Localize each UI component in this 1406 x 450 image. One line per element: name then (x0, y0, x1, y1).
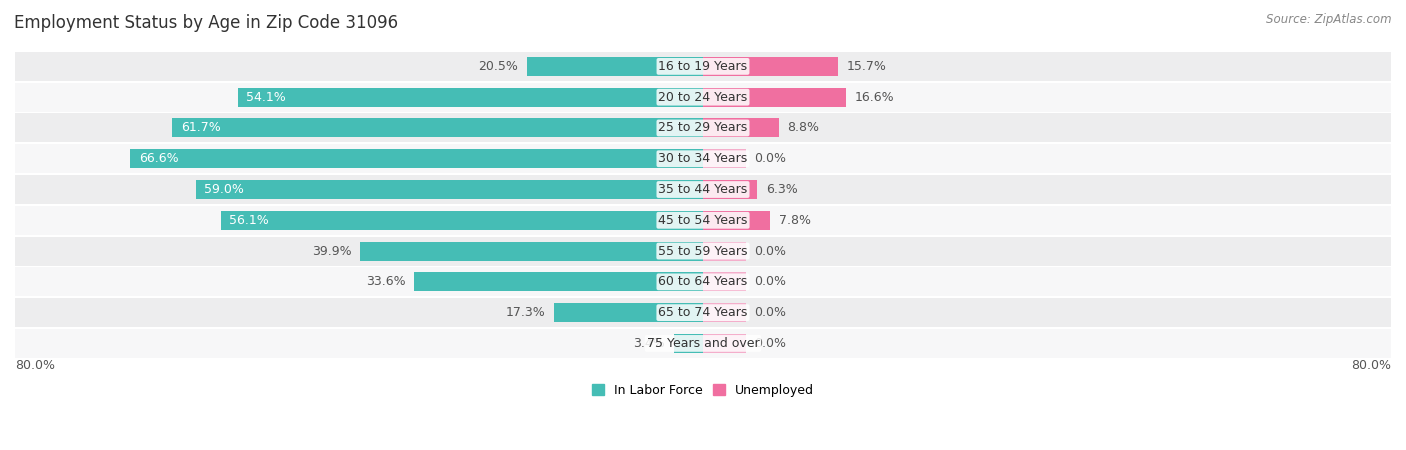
Text: 75 Years and over: 75 Years and over (647, 337, 759, 350)
Text: 25 to 29 Years: 25 to 29 Years (658, 122, 748, 135)
Text: 6.3%: 6.3% (766, 183, 797, 196)
Text: 61.7%: 61.7% (181, 122, 221, 135)
Text: 8.8%: 8.8% (787, 122, 820, 135)
Text: 65 to 74 Years: 65 to 74 Years (658, 306, 748, 319)
Bar (15, 144, 1391, 173)
Text: 0.0%: 0.0% (755, 275, 786, 288)
Text: 33.6%: 33.6% (366, 275, 405, 288)
Text: 35 to 44 Years: 35 to 44 Years (658, 183, 748, 196)
Bar (15, 52, 1391, 81)
Text: 55 to 59 Years: 55 to 59 Years (658, 245, 748, 257)
Text: 20.5%: 20.5% (478, 60, 517, 73)
Bar (703, 334, 747, 353)
Text: 54.1%: 54.1% (246, 90, 285, 104)
Bar (703, 149, 747, 168)
Bar (703, 242, 747, 261)
Text: 20 to 24 Years: 20 to 24 Years (658, 90, 748, 104)
Text: 80.0%: 80.0% (15, 359, 55, 372)
Text: 66.6%: 66.6% (139, 152, 179, 165)
Text: 0.0%: 0.0% (755, 306, 786, 319)
Bar (554, 303, 703, 322)
Text: 39.9%: 39.9% (312, 245, 352, 257)
Bar (238, 88, 703, 107)
Text: 60 to 64 Years: 60 to 64 Years (658, 275, 748, 288)
Text: 7.8%: 7.8% (779, 214, 811, 227)
Bar (15, 113, 1391, 142)
Text: 0.0%: 0.0% (755, 337, 786, 350)
Bar (703, 88, 846, 107)
Bar (15, 298, 1391, 327)
Bar (673, 334, 703, 353)
Text: 3.4%: 3.4% (634, 337, 665, 350)
Text: 80.0%: 80.0% (1351, 359, 1391, 372)
Text: 30 to 34 Years: 30 to 34 Years (658, 152, 748, 165)
Text: 16 to 19 Years: 16 to 19 Years (658, 60, 748, 73)
Bar (195, 180, 703, 199)
Bar (15, 83, 1391, 112)
Legend: In Labor Force, Unemployed: In Labor Force, Unemployed (586, 379, 820, 402)
Text: 56.1%: 56.1% (229, 214, 269, 227)
Bar (131, 149, 703, 168)
Text: 59.0%: 59.0% (204, 183, 245, 196)
Bar (173, 118, 703, 138)
Text: 0.0%: 0.0% (755, 245, 786, 257)
Bar (527, 57, 703, 76)
Bar (703, 211, 770, 230)
Bar (15, 175, 1391, 204)
Bar (15, 267, 1391, 296)
Bar (703, 272, 747, 292)
Bar (413, 272, 703, 292)
Bar (15, 329, 1391, 358)
Text: 15.7%: 15.7% (846, 60, 887, 73)
Text: Employment Status by Age in Zip Code 31096: Employment Status by Age in Zip Code 310… (14, 14, 398, 32)
Bar (703, 57, 838, 76)
Text: Source: ZipAtlas.com: Source: ZipAtlas.com (1267, 14, 1392, 27)
Bar (15, 206, 1391, 235)
Bar (703, 303, 747, 322)
Text: 45 to 54 Years: 45 to 54 Years (658, 214, 748, 227)
Text: 17.3%: 17.3% (506, 306, 546, 319)
Text: 16.6%: 16.6% (855, 90, 894, 104)
Bar (703, 118, 779, 138)
Bar (15, 237, 1391, 266)
Bar (360, 242, 703, 261)
Bar (703, 180, 758, 199)
Text: 0.0%: 0.0% (755, 152, 786, 165)
Bar (221, 211, 703, 230)
